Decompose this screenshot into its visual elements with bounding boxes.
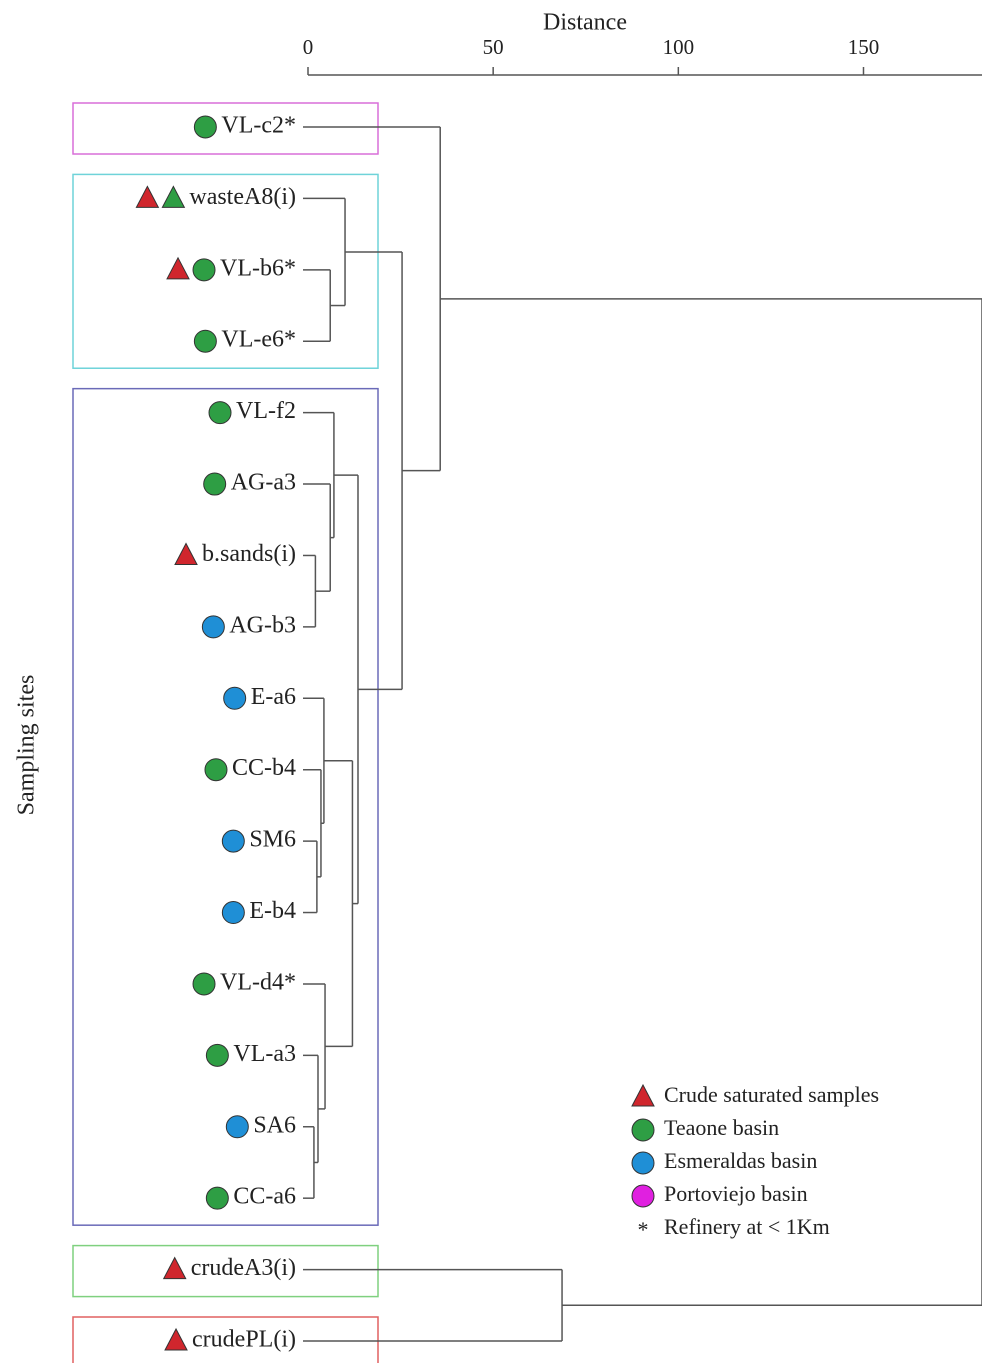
group-box [72,173,379,369]
leaf-symbol [223,686,247,710]
leaf-label: AG-a3 [231,470,296,496]
legend-symbol: * [638,1217,649,1242]
legend-label: Portoviejo basin [664,1181,808,1206]
leaf-label: VL-c2* [221,113,296,139]
leaf-symbol [174,542,198,565]
leaf-symbol [162,1256,187,1280]
leaf-symbol [192,258,216,282]
x-tick-label: 0 [303,35,314,59]
leaf-symbol [192,972,216,996]
group-box [72,387,379,1226]
leaf-symbol [135,185,160,208]
leaf-label: VL-a3 [233,1041,296,1067]
x-tick-label: 150 [848,35,880,59]
legend-symbol [631,1083,655,1107]
leaf-label: CC-b4 [232,755,296,781]
leaf-label: b.sands(i) [202,541,296,567]
leaf-symbol [193,115,217,139]
leaf-symbol [203,472,227,496]
leaf-symbol [208,401,232,425]
leaf-symbol [205,1043,229,1067]
group-box [72,102,379,155]
leaf-symbol [193,329,217,353]
legend-symbol [631,1151,655,1175]
chart-title: Distance [543,10,627,36]
leaf-symbol [221,829,245,853]
legend-label: Teaone basin [664,1115,779,1140]
leaf-label: SA6 [253,1112,296,1138]
leaf-label: SM6 [249,827,296,853]
leaf-symbol [201,615,225,639]
leaf-label: VL-d4* [220,969,296,995]
x-tick-label: 100 [663,35,695,59]
leaf-label: E-a6 [251,684,296,710]
leaf-symbol [164,1327,188,1351]
x-tick-label: 50 [483,35,504,59]
leaf-label: crudeA3(i) [191,1255,296,1281]
leaf-label: crudePL(i) [192,1327,296,1353]
group-box [72,1316,379,1363]
leaf-label: AG-b3 [229,612,296,638]
leaf-label: CC-a6 [233,1184,296,1210]
leaf-symbol [161,185,186,208]
leaf-label: wasteA8(i) [189,184,296,210]
legend-label: Crude saturated samples [664,1082,879,1107]
leaf-symbol [166,256,190,280]
legend-label: Refinery at < 1Km [664,1214,830,1239]
legend-label: Esmeraldas basin [664,1148,817,1173]
leaf-label: E-b4 [249,898,296,924]
leaf-symbol [221,901,245,925]
leaf-symbol [205,1186,229,1210]
leaf-symbol [225,1115,249,1139]
leaf-label: VL-f2 [236,398,296,424]
legend-symbol [631,1184,655,1208]
leaf-label: VL-e6* [221,327,296,353]
legend-symbol [631,1118,655,1142]
leaf-symbol [204,758,228,782]
y-axis-label: Sampling sites [14,675,40,816]
group-box [72,1244,379,1298]
leaf-label: VL-b6* [220,255,296,281]
